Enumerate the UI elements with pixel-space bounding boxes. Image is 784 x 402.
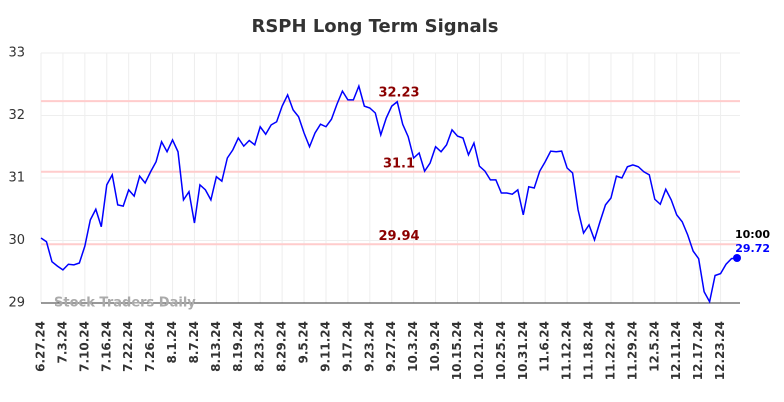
x-tick-label: 10.3.24 <box>406 321 420 372</box>
last-time: 10:00 <box>735 228 770 241</box>
x-tick-label: 7.10.24 <box>77 321 91 372</box>
x-tick-label: 10.9.24 <box>428 321 442 372</box>
x-tick-label: 8.13.24 <box>209 321 223 372</box>
x-tick-label: 12.23.24 <box>713 321 727 380</box>
x-tick-label: 11.29.24 <box>625 321 639 380</box>
price-line <box>40 83 738 304</box>
x-tick-label: 10.31.24 <box>516 321 530 380</box>
x-tick-label: 8.7.24 <box>187 321 201 364</box>
signal-label: 32.23 <box>378 86 419 101</box>
signal-label: 31.1 <box>383 156 415 171</box>
x-tick-label: 9.27.24 <box>384 321 398 372</box>
x-tick-label: 7.3.24 <box>55 321 69 364</box>
x-tick-label: 10.25.24 <box>494 321 508 380</box>
x-tick-label: 10.15.24 <box>450 321 464 380</box>
x-tick-label: 7.22.24 <box>121 321 135 372</box>
x-tick-label: 12.17.24 <box>691 321 705 380</box>
x-tick-label: 11.12.24 <box>560 321 574 380</box>
y-tick-label: 32 <box>8 108 25 123</box>
signal-label: 29.94 <box>378 229 419 244</box>
x-tick-label: 8.1.24 <box>165 321 179 364</box>
watermark: Stock Traders Daily <box>54 296 196 311</box>
y-tick-label: 31 <box>8 171 25 186</box>
x-tick-label: 9.5.24 <box>297 321 311 364</box>
x-tick-label: 10.21.24 <box>472 321 486 380</box>
last-value: 29.72 <box>735 242 770 255</box>
y-tick-label: 30 <box>8 233 25 248</box>
y-tick-label: 29 <box>8 296 25 311</box>
x-tick-label: 11.6.24 <box>538 321 552 372</box>
x-tick-label: 9.11.24 <box>318 321 332 372</box>
y-tick-label: 33 <box>8 46 25 61</box>
x-tick-label: 7.26.24 <box>143 321 157 372</box>
x-tick-label: 8.23.24 <box>253 321 267 372</box>
x-tick-label: 11.22.24 <box>603 321 617 380</box>
x-tick-label: 11.18.24 <box>582 321 596 380</box>
x-tick-label: 9.23.24 <box>362 321 376 372</box>
x-tick-label: 7.16.24 <box>99 321 113 372</box>
x-tick-label: 9.17.24 <box>340 321 354 372</box>
x-tick-label: 8.29.24 <box>275 321 289 372</box>
chart-title: RSPH Long Term Signals <box>251 16 498 37</box>
x-tick-label: 12.5.24 <box>647 321 661 372</box>
last-point <box>733 254 741 262</box>
x-tick-label: 8.19.24 <box>231 321 245 372</box>
x-tick-label: 12.11.24 <box>669 321 683 380</box>
x-tick-label: 6.27.24 <box>34 321 48 372</box>
